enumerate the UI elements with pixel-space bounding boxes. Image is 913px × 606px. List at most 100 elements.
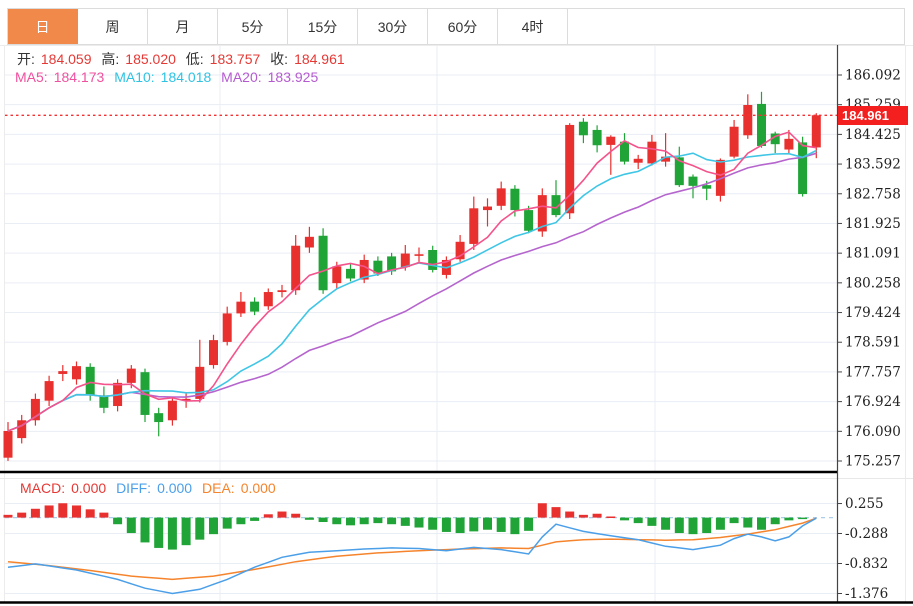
macd-bar-negative xyxy=(688,517,698,535)
diff-value: 0.000 xyxy=(157,480,193,496)
macd-bar-negative xyxy=(620,517,629,521)
price-tick-label: 178.591 xyxy=(845,335,901,351)
candle-down xyxy=(688,176,698,186)
tab-week[interactable]: 周 xyxy=(78,9,148,44)
dea-line xyxy=(7,517,817,581)
period-tabbar: 日 周 月 5分 15分 30分 60分 4时 xyxy=(7,8,905,45)
tab-15min[interactable]: 15分 xyxy=(288,9,358,44)
high-value: 185.020 xyxy=(125,51,176,67)
candle-down xyxy=(154,413,164,423)
macd-bar-negative xyxy=(222,517,232,529)
price-tick-label: 181.091 xyxy=(845,246,901,262)
candle-up xyxy=(72,366,81,380)
candle-up xyxy=(195,366,205,399)
price-tick-label: 182.758 xyxy=(845,186,901,202)
macd-bar-positive xyxy=(72,505,81,518)
price-tick-label: 186.092 xyxy=(845,68,901,84)
candle-down xyxy=(674,157,684,186)
macd-bar-negative xyxy=(154,517,164,548)
candle-up xyxy=(44,381,54,401)
macd-bar-positive xyxy=(565,511,575,518)
candle-up xyxy=(277,290,287,293)
candle-up xyxy=(263,292,273,307)
ma10-line xyxy=(7,149,817,432)
macd-bar-negative xyxy=(346,517,355,526)
macd-bar-negative xyxy=(496,517,506,532)
macd-bar-positive xyxy=(537,503,547,518)
dea-value: 0.000 xyxy=(240,480,276,496)
candle-up xyxy=(291,245,301,291)
macd-bar-positive xyxy=(291,513,301,518)
price-tick-label: 177.757 xyxy=(845,364,901,380)
candle-up xyxy=(236,301,246,314)
macd-bar-negative xyxy=(798,517,808,520)
macd-bar-negative xyxy=(140,517,150,543)
macd-bar-positive xyxy=(44,505,54,518)
macd-bar-negative xyxy=(126,517,136,534)
price-tick-label: 183.592 xyxy=(845,157,901,173)
candle-down xyxy=(592,129,602,146)
candle-down xyxy=(318,235,328,291)
candle-up xyxy=(729,126,739,157)
price-tick-label: 175.257 xyxy=(845,454,901,470)
ma10-label: MA10: xyxy=(114,69,155,85)
candle-down xyxy=(99,395,109,408)
macd-bar-negative xyxy=(784,517,794,521)
close-value: 184.961 xyxy=(294,51,345,67)
candle-down xyxy=(620,141,629,162)
candle-down xyxy=(510,188,520,211)
price-tick-label: 179.424 xyxy=(845,305,901,321)
candle-up xyxy=(3,430,13,458)
tab-day[interactable]: 日 xyxy=(8,9,78,44)
macd-readout: MACD: 0.000 DIFF: 0.000 DEA: 0.000 xyxy=(20,480,282,496)
macd-bar-negative xyxy=(167,517,177,550)
tab-30min[interactable]: 30分 xyxy=(358,9,428,44)
candle-down xyxy=(85,366,95,396)
tab-60min[interactable]: 60分 xyxy=(428,9,498,44)
tab-5min[interactable]: 5分 xyxy=(218,9,288,44)
tab-4hour[interactable]: 4时 xyxy=(498,9,568,44)
candle-up xyxy=(222,313,232,342)
ma5-label: MA5: xyxy=(15,69,48,85)
macd-bar-negative xyxy=(441,517,451,532)
price-tick-label: 180.258 xyxy=(845,275,901,291)
candle-down xyxy=(757,103,766,146)
macd-bar-negative xyxy=(318,517,328,523)
price-tick-label: 181.925 xyxy=(845,216,901,232)
candle-up xyxy=(606,136,616,145)
candle-up xyxy=(537,195,547,232)
candle-down xyxy=(373,260,383,274)
macd-bar-negative xyxy=(209,517,218,535)
candle-down xyxy=(387,256,397,272)
ohlc-readout: 开: 184.059 高: 185.020 低: 183.757 收: 184.961 xyxy=(17,49,351,69)
candle-up xyxy=(359,259,369,280)
candle-down xyxy=(346,268,355,279)
ma10-value: 184.018 xyxy=(160,69,212,85)
candle-up xyxy=(483,206,492,211)
macd-bar-negative xyxy=(674,517,684,534)
tab-month[interactable]: 月 xyxy=(148,9,218,44)
macd-bar-negative xyxy=(702,517,712,534)
low-label: 低: xyxy=(185,51,204,67)
macd-value: 0.000 xyxy=(71,480,107,496)
open-value: 184.059 xyxy=(40,51,92,67)
candle-up xyxy=(633,158,643,163)
macd-bar-negative xyxy=(633,517,643,524)
macd-bar-positive xyxy=(606,516,616,518)
macd-tick-label: -0.832 xyxy=(845,556,888,572)
macd-tick-label: 0.255 xyxy=(845,496,884,512)
macd-bar-positive xyxy=(99,512,109,518)
macd-bar-negative xyxy=(428,517,438,530)
candle-up xyxy=(332,266,342,284)
macd-bar-negative xyxy=(770,517,780,525)
candle-up xyxy=(784,138,794,150)
candle-up xyxy=(469,208,479,244)
macd-bar-positive xyxy=(3,514,13,518)
last-price-badge: 184.961 xyxy=(838,106,908,125)
candle-down xyxy=(524,210,534,231)
candle-up xyxy=(743,104,753,136)
ma5-value: 184.173 xyxy=(53,69,105,85)
candle-up xyxy=(181,398,191,401)
candle-up xyxy=(455,241,465,260)
